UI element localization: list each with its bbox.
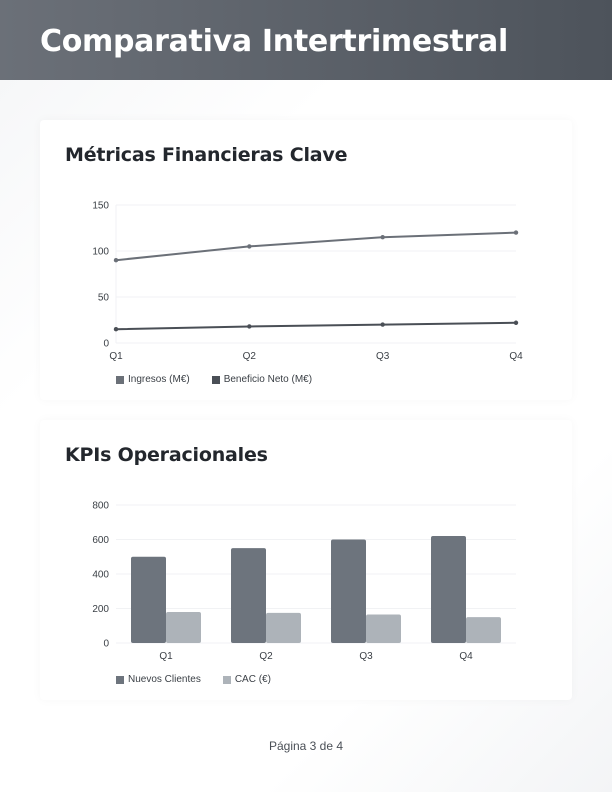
page-header: Comparativa Intertrimestral: [0, 0, 612, 80]
data-bar[interactable]: [231, 548, 266, 643]
card-title: Métricas Financieras Clave: [65, 144, 348, 166]
line-chart: 0 50 100 150 Q1 Q2 Q3 Q4: [92, 201, 523, 363]
y-tick-label: 150: [92, 201, 109, 212]
y-tick-label: 200: [92, 604, 109, 615]
legend-swatch-icon: [116, 675, 124, 684]
bar-chart: 0 200 400 600 800 Q1 Q2 Q3 Q4: [92, 501, 516, 662]
y-tick-label: 400: [92, 570, 109, 581]
data-point[interactable]: [380, 235, 385, 240]
legend-label: Nuevos Clientes: [128, 674, 201, 685]
page-title: Comparativa Intertrimestral: [40, 24, 508, 59]
data-point[interactable]: [247, 324, 252, 329]
data-point[interactable]: [513, 320, 519, 325]
legend-swatch-icon: [222, 675, 231, 684]
page-number: Página 3 de 4: [268, 739, 344, 753]
y-tick-label: 800: [92, 501, 109, 512]
data-point[interactable]: [380, 322, 385, 327]
data-bar[interactable]: [466, 617, 501, 643]
y-tick-label: 600: [92, 535, 109, 546]
data-point[interactable]: [113, 327, 119, 332]
card-title: KPIs Operacionales: [65, 444, 268, 466]
y-tick-label: 100: [92, 247, 109, 258]
x-tick-label: Q1: [159, 651, 173, 662]
x-tick-label: Q3: [376, 351, 390, 362]
y-tick-label: 0: [103, 339, 109, 350]
data-bar[interactable]: [366, 614, 401, 643]
legend-item[interactable]: Beneficio Neto (M€): [211, 374, 313, 385]
legend-swatch-icon: [211, 375, 220, 384]
operational-kpis-card: KPIs Operacionales 0 200 400 600 800 Q1 Q2 Q3 Q4…: [40, 420, 572, 700]
x-tick-label: Q3: [359, 651, 373, 662]
legend-item[interactable]: CAC (€): [222, 674, 271, 685]
x-tick-label: Q2: [243, 351, 257, 362]
data-point[interactable]: [513, 230, 519, 235]
data-bar[interactable]: [166, 611, 201, 643]
legend-item[interactable]: Nuevos Clientes: [116, 674, 201, 685]
data-line: [115, 231, 517, 262]
legend-label: CAC (€): [234, 674, 271, 685]
legend-item[interactable]: Ingresos (M€): [116, 374, 190, 385]
x-tick-label: Q1: [109, 351, 123, 362]
x-tick-label: Q4: [509, 351, 523, 362]
chart-legend: Nuevos Clientes CAC (€): [116, 674, 271, 685]
y-tick-label: 0: [103, 639, 109, 650]
data-point[interactable]: [247, 244, 252, 249]
x-tick-label: Q2: [259, 651, 273, 662]
financial-metrics-card: Métricas Financieras Clave 0 50 100 150 Q1 Q2…: [40, 120, 572, 400]
legend-swatch-icon: [116, 375, 124, 384]
data-bar[interactable]: [331, 539, 366, 644]
data-point[interactable]: [113, 258, 119, 263]
legend-label: Beneficio Neto (M€): [223, 374, 313, 385]
data-bar[interactable]: [266, 612, 301, 643]
legend-label: Ingresos (M€): [128, 374, 190, 385]
data-bar[interactable]: [431, 536, 466, 643]
chart-legend: Ingresos (M€) Beneficio Neto (M€): [116, 374, 312, 385]
y-tick-label: 50: [98, 293, 110, 304]
data-bar[interactable]: [131, 556, 166, 643]
data-line: [115, 321, 517, 331]
x-tick-label: Q4: [459, 651, 473, 662]
